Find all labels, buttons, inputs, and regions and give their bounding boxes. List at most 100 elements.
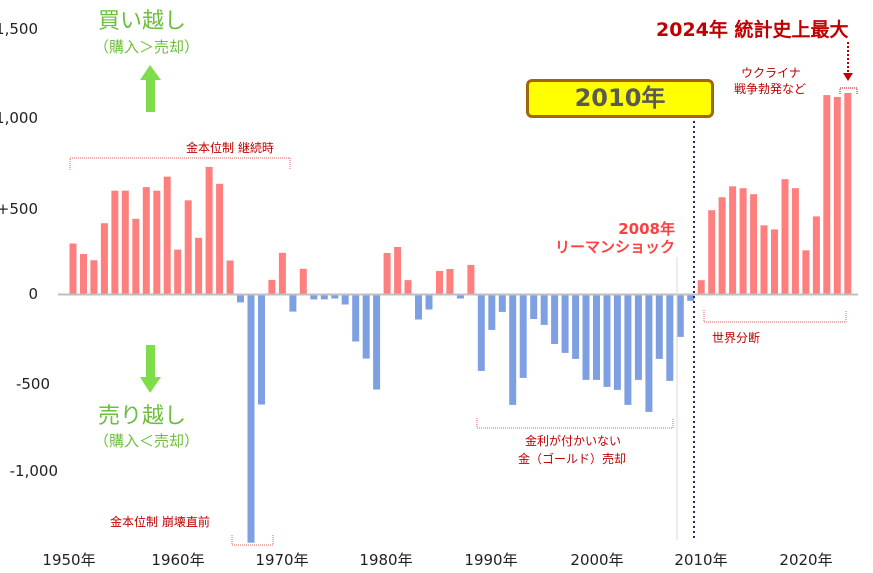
bar-1973 [310,294,318,300]
bar-2019 [791,188,799,295]
bar-1993 [519,294,527,378]
no-interest-bracket [476,418,674,429]
bar-1985 [436,270,443,295]
bar-1996 [551,294,559,344]
bar-1957 [142,187,150,295]
bar-2005 [645,294,653,412]
bar-2010 [697,280,705,295]
bar-1953 [100,223,108,295]
bar-2002 [613,294,621,390]
bar-2000 [593,294,600,380]
bar-2020 [802,250,810,295]
gold-standard-continuing-bracket [69,157,291,170]
bar-1972 [299,268,307,295]
bar-1999 [582,294,590,380]
bar-1974 [320,294,328,300]
bar-2008 [676,294,684,337]
bar-1990 [488,294,496,330]
bar-1986 [446,269,454,295]
x-tick: 2000年 [570,551,624,569]
bar-1988 [467,264,475,295]
bar-1997 [561,294,569,353]
no-interest-label-line1: 金利が付かいない [525,434,622,448]
ukraine-label-line2: 戦争勃発など [734,82,807,96]
x-tick: 1990年 [464,551,518,569]
bar-2016 [760,225,768,295]
no-interest-label-line2: 金（ゴールド）売却 [518,452,627,466]
bar-1983 [415,294,422,320]
bar-1964 [216,183,224,295]
bar-2021 [812,216,820,295]
bar-1989 [477,294,485,371]
bar-2003 [624,294,632,405]
x-tick: 1980年 [359,551,413,569]
y-tick: +500 [0,200,38,218]
bar-1980 [383,253,391,295]
y-tick: +1,000 [0,109,38,127]
bar-2009 [687,294,695,301]
bar-1961 [184,200,192,295]
bar-1960 [174,249,182,295]
y-tick: +1,500 [0,20,38,38]
record-2024-bracket [839,87,858,94]
bar-2006 [655,294,663,359]
bar-1987 [456,294,464,299]
x-tick: 1950年 [42,551,96,569]
bar-2024 [844,93,852,295]
year-2010-highlight-box: 2010年 [526,79,714,118]
ukraine-label-line1: ウクライナ [741,66,801,80]
lehman-label: リーマンショック [554,238,675,256]
bar-1991 [498,294,506,312]
bar-1998 [572,294,580,359]
bar-2001 [603,294,611,387]
bar-1968 [258,294,265,405]
bar-2013 [729,186,737,295]
bar-1950 [69,243,77,295]
bar-1982 [404,280,412,295]
bar-1951 [80,254,87,295]
bar-1958 [153,190,161,295]
arrow-down-icon [140,345,161,393]
bar-1975 [331,294,339,299]
bar-1955 [121,190,129,295]
bar-2015 [750,194,758,295]
x-tick: 2010年 [674,551,728,569]
bar-2012 [718,197,726,295]
bar-1954 [111,190,119,295]
sell-title: 売り越し [98,404,187,429]
x-tick: 2020年 [779,551,833,569]
bar-1962 [195,237,203,295]
bar-1981 [394,247,402,295]
bar-1970 [278,252,286,295]
buy-subtitle: （購入＞売却） [94,38,200,56]
bar-1967 [247,294,255,543]
bar-2018 [781,179,789,295]
bar-1979 [373,294,381,390]
bar-1971 [289,294,297,312]
arrow-up-icon [140,65,161,112]
bar-1992 [509,294,517,405]
bar-2017 [771,229,778,295]
bar-2022 [823,95,831,295]
world-division-label: 世界分断 [712,331,761,345]
bar-1984 [425,294,433,310]
buy-title: 買い越し [98,9,187,34]
bar-1995 [540,294,548,325]
bar-1965 [226,260,234,295]
y-tick: -500 [15,375,50,393]
bar-2014 [739,188,747,295]
bar-1963 [205,166,213,295]
bar-1976 [341,294,349,305]
gold-standard-collapse-label: 金本位制 崩壊直前 [110,515,210,529]
bar-2023 [833,97,841,295]
bar-2011 [708,210,716,295]
bar-1978 [362,294,370,359]
x-tick: 1970年 [255,551,309,569]
bar-2007 [666,294,674,381]
bar-1969 [268,279,276,295]
world-division-bracket [703,310,847,323]
lehman-year-label: 2008年 [618,220,675,238]
y-tick: -1,000 [9,462,58,480]
